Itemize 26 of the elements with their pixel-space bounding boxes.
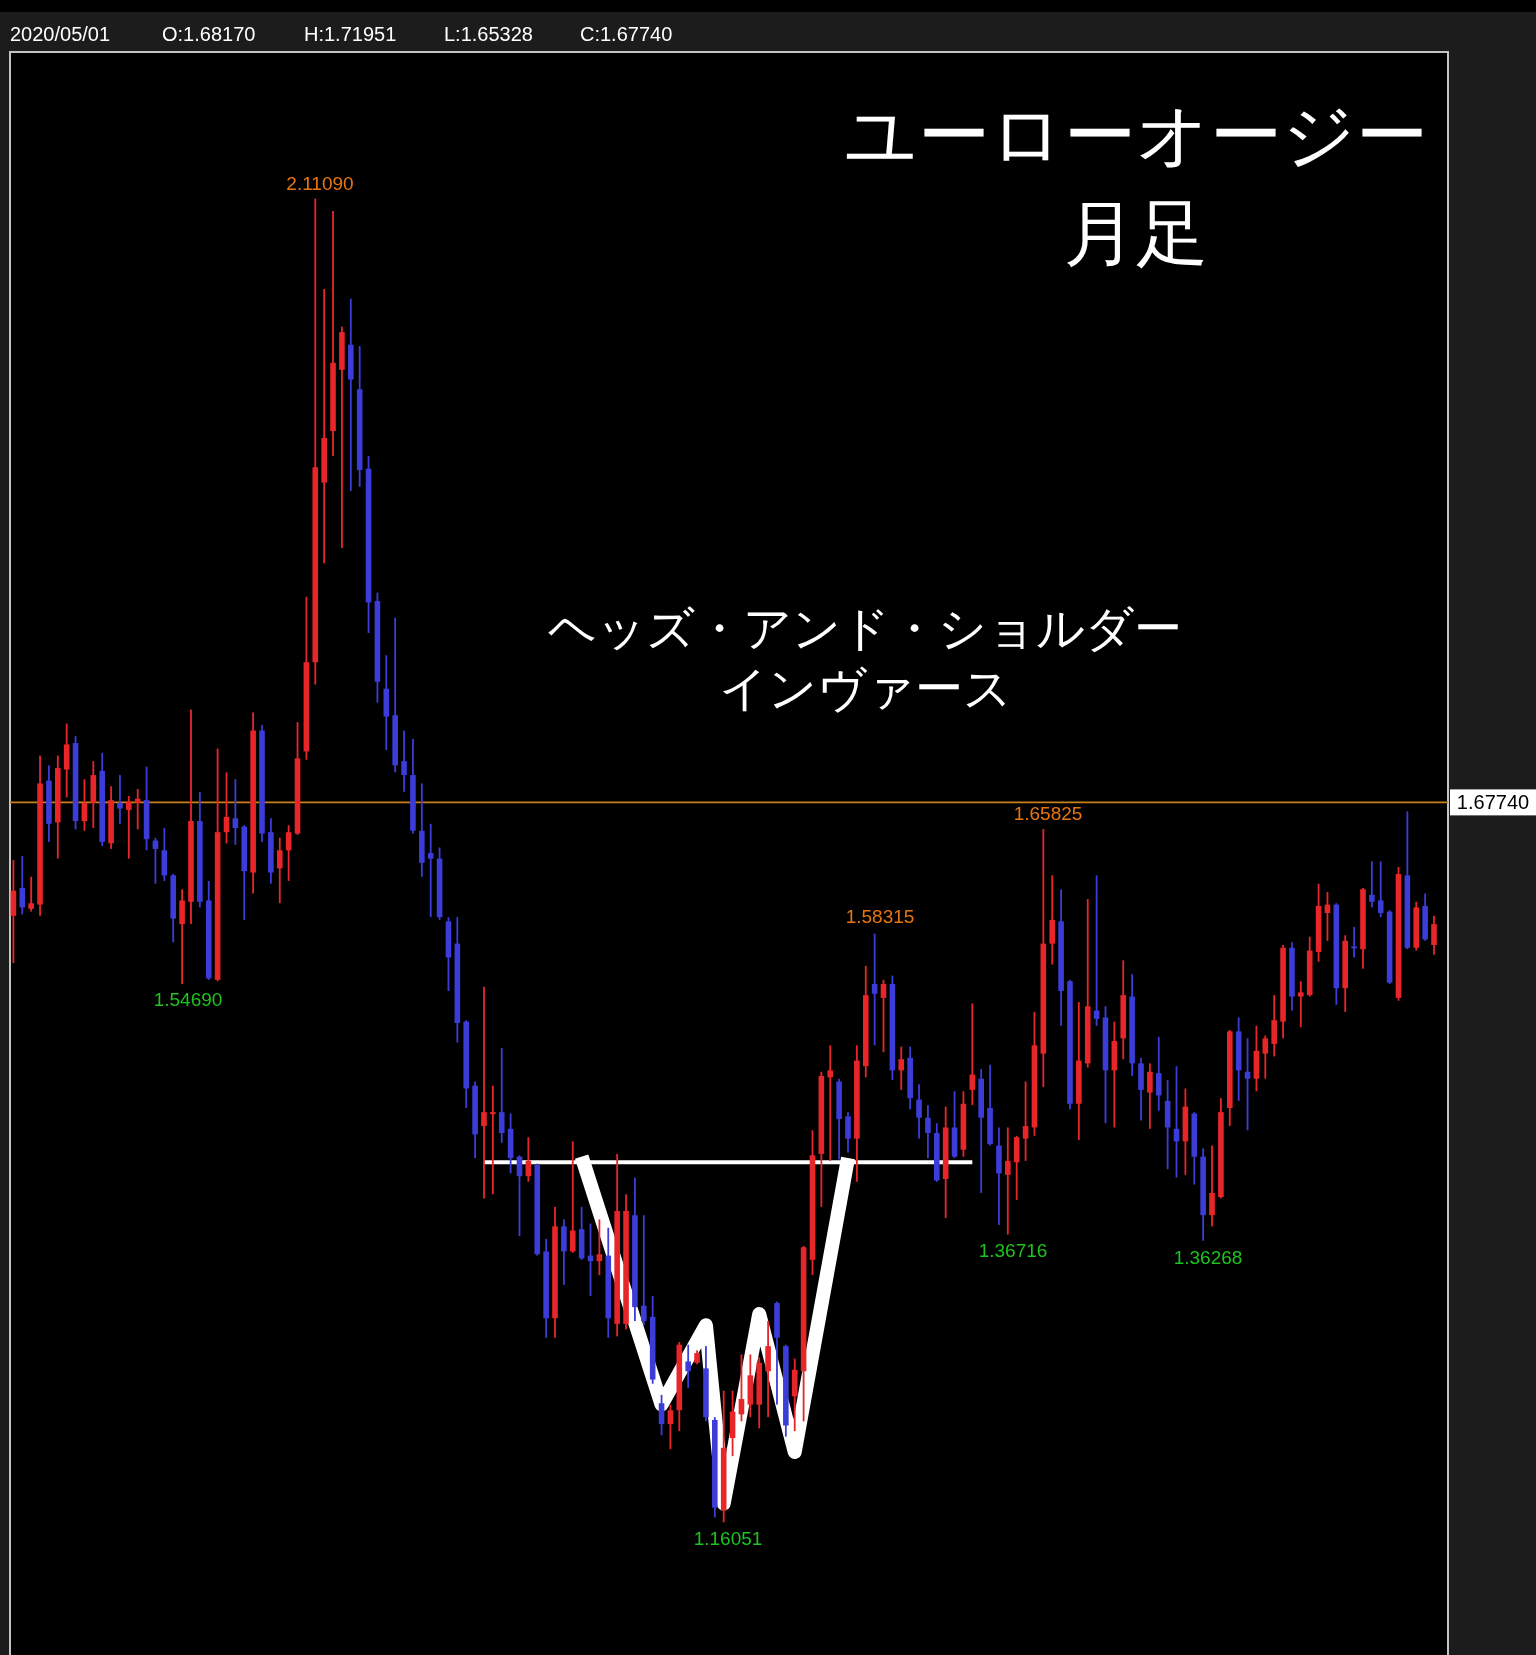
annotation: 1.36716 bbox=[978, 1240, 1048, 1261]
annotation: ヘッズ・アンド・ショルダー bbox=[548, 600, 1182, 656]
text: 2.11090 bbox=[286, 173, 354, 194]
candlestick bbox=[126, 795, 132, 859]
annotation: 1.58315 bbox=[845, 906, 915, 927]
text: 1.16051 bbox=[693, 1528, 763, 1549]
text: C:1.67740 bbox=[580, 23, 673, 45]
annotation: 1.36268 bbox=[1173, 1247, 1243, 1268]
text: 2020/05/01 bbox=[10, 23, 111, 45]
candlestick bbox=[321, 288, 327, 564]
chart-subtitle: 月足 bbox=[1064, 191, 1208, 275]
candlestick bbox=[827, 1045, 834, 1161]
ref-line-label: 1.67740 bbox=[1456, 791, 1530, 814]
candlestick bbox=[569, 1141, 576, 1253]
annotation: 1.54690 bbox=[153, 989, 223, 1010]
annotation: 1.65825 bbox=[1013, 803, 1083, 824]
chart-title: ユーローオージー bbox=[844, 93, 1428, 177]
candlestick bbox=[1005, 1127, 1011, 1235]
candlestick bbox=[1369, 861, 1375, 908]
annotation: インヴァース bbox=[718, 660, 1012, 716]
text: H:1.71951 bbox=[304, 23, 397, 45]
candlestick bbox=[490, 1085, 496, 1195]
candlestick bbox=[1298, 981, 1304, 1028]
text: O:1.68170 bbox=[162, 23, 256, 45]
text: L:1.65328 bbox=[444, 23, 533, 45]
candlestick bbox=[28, 876, 34, 912]
